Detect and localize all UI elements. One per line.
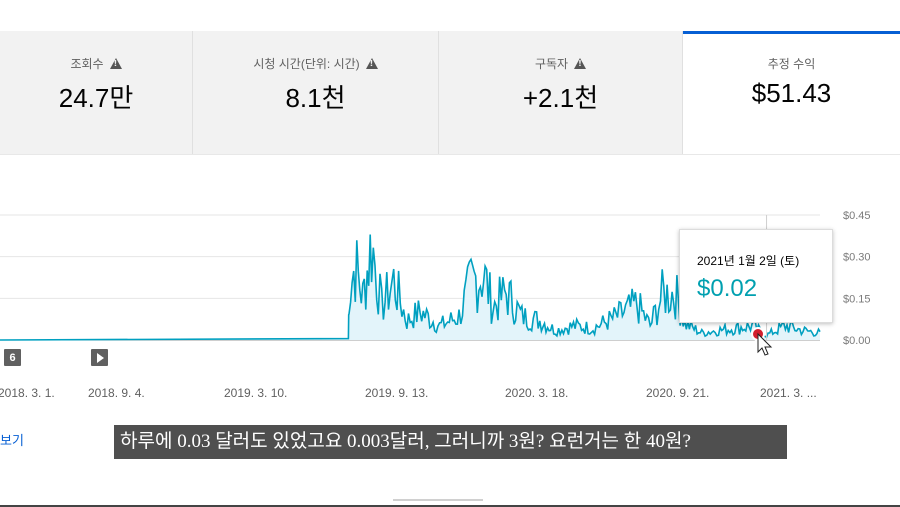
x-tick-label: 2019. 3. 10. [224, 386, 288, 400]
divider [0, 154, 900, 155]
metric-card-subscribers[interactable]: 구독자 +2.1천 [439, 31, 683, 154]
metric-cards: 조회수 24.7만 시청 시간(단위: 시간) 8.1천 구독자 +2.1천 추… [0, 31, 900, 154]
metric-card-revenue[interactable]: 추정 수익 $51.43 [683, 31, 900, 154]
tooltip-value: $0.02 [697, 275, 758, 302]
metric-value: 24.7만 [58, 83, 134, 113]
warning-icon [365, 58, 378, 69]
metric-label: 조회수 [70, 57, 104, 71]
chart-tooltip: 2021년 1월 2일 (토) $0.02 [679, 229, 833, 323]
top-bar [0, 0, 900, 31]
metric-label: 추정 수익 [767, 57, 816, 71]
metric-value: 8.1천 [285, 83, 346, 113]
metric-value: $51.43 [751, 78, 832, 108]
x-tick-label: 2018. 9. 4. [88, 386, 145, 400]
x-tick-label: 2019. 9. 13. [365, 386, 429, 400]
metric-card-watch-time[interactable]: 시청 시간(단위: 시간) 8.1천 [193, 31, 439, 154]
metric-label: 구독자 [534, 57, 569, 71]
x-tick-label: 2020. 3. 18. [505, 386, 569, 400]
chart-marker-badge[interactable]: 6 [4, 349, 21, 366]
tooltip-date: 2021년 1월 2일 (토) [697, 254, 800, 268]
metric-label: 시청 시간(단위: 시간) [253, 57, 360, 71]
metric-value: +2.1천 [522, 83, 599, 113]
x-tick-label: 2020. 9. 21. [646, 386, 710, 400]
x-tick-label: 2021. 3. ... [760, 386, 817, 400]
series-area [0, 234, 820, 340]
play-icon[interactable] [91, 349, 108, 366]
warning-icon [109, 58, 122, 69]
series-line [0, 234, 821, 341]
metric-card-views[interactable]: 조회수 24.7만 [0, 31, 193, 154]
y-tick-label: $0.30 [843, 252, 871, 264]
scroll-indicator [393, 499, 483, 501]
y-tick-label: $0.45 [843, 210, 871, 222]
revenue-chart[interactable]: $0.45 $0.30 $0.15 $0.00 [0, 195, 900, 385]
y-tick-label: $0.15 [843, 293, 871, 305]
x-tick-label: 2018. 3. 1. [0, 386, 55, 400]
warning-icon [574, 58, 587, 69]
bottom-border [0, 505, 900, 507]
y-tick-label: $0.00 [843, 335, 871, 347]
mouse-cursor-icon [751, 327, 773, 356]
see-more-link[interactable]: 보기 [0, 433, 24, 448]
video-subtitle: 하루에 0.03 달러도 있었고요 0.003달러, 그러니까 3원? 요런거는… [114, 425, 787, 459]
